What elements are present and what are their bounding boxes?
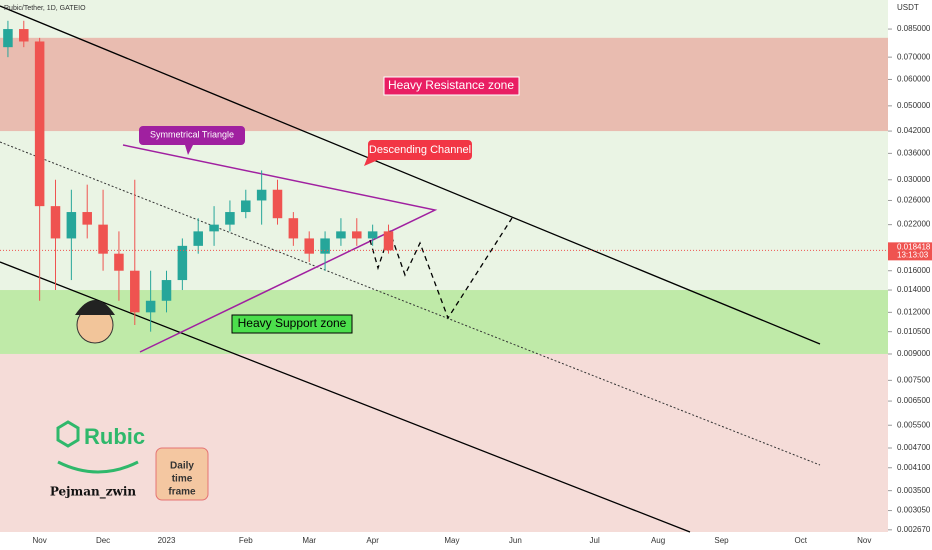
rubic-icon bbox=[56, 420, 80, 448]
candle-body bbox=[288, 218, 299, 239]
candle-body bbox=[50, 206, 61, 239]
candle-body bbox=[256, 189, 267, 201]
projection bbox=[369, 217, 513, 320]
y-tick-label: 0.003050 bbox=[897, 506, 931, 515]
candle-body bbox=[209, 224, 219, 232]
y-tick-label: 0.070000 bbox=[897, 52, 931, 61]
author: Pejman_zwin bbox=[50, 485, 137, 500]
triangle-label: Symmetrical Triangle bbox=[150, 129, 234, 139]
channel-mid bbox=[0, 141, 821, 466]
y-tick-label: 0.014000 bbox=[897, 285, 931, 294]
candle-body bbox=[114, 253, 124, 271]
y-tick-label: 0.007500 bbox=[897, 375, 931, 384]
y-tick-label: 0.060000 bbox=[897, 75, 931, 84]
candle-body bbox=[383, 231, 394, 251]
candle-body bbox=[320, 238, 330, 254]
candle-body bbox=[367, 231, 378, 239]
candle-body bbox=[34, 41, 45, 207]
candle-body bbox=[19, 29, 29, 42]
x-tick-label: Mar bbox=[302, 536, 316, 545]
triangle-callout bbox=[139, 126, 245, 155]
y-tick-label: 0.010500 bbox=[897, 327, 931, 336]
x-tick-label: 2023 bbox=[158, 536, 176, 545]
candle-body bbox=[161, 280, 172, 301]
x-tick-label: Nov bbox=[33, 536, 47, 545]
x-tick-label: May bbox=[444, 536, 459, 545]
candle-body bbox=[352, 231, 362, 239]
channel-label: Descending Channel bbox=[369, 144, 471, 156]
calendar bbox=[155, 447, 209, 501]
y-tick-label: 0.004100 bbox=[897, 463, 931, 472]
channel-top bbox=[0, 5, 821, 345]
x-tick-label: Jun bbox=[509, 536, 522, 545]
y-tick-label: 0.050000 bbox=[897, 101, 931, 110]
channel-bottom bbox=[0, 261, 691, 533]
y-tick-label: 0.012000 bbox=[897, 307, 931, 316]
channel-callout bbox=[364, 140, 472, 166]
candle-body bbox=[82, 212, 92, 225]
x-tick-label: Oct bbox=[795, 536, 808, 545]
logo-curve bbox=[57, 460, 139, 474]
tf-2: time bbox=[172, 474, 193, 485]
candle-body bbox=[177, 245, 188, 281]
x-tick-label: Dec bbox=[96, 536, 110, 545]
y-tick-label: 0.036000 bbox=[897, 148, 931, 157]
x-tick-label: Sep bbox=[714, 536, 729, 545]
candle-body bbox=[272, 189, 283, 219]
tf-1: Daily bbox=[170, 461, 194, 472]
x-tick-label: Jul bbox=[590, 536, 600, 545]
candle-body bbox=[98, 224, 108, 254]
chart-title: Rubic/Tether, 1D, GATEIO bbox=[4, 5, 86, 12]
y-tick-label: 0.003500 bbox=[897, 486, 931, 495]
avatar-hair bbox=[75, 300, 115, 315]
tf-3: frame bbox=[168, 487, 196, 498]
candle-body bbox=[3, 29, 13, 48]
support-zone bbox=[0, 290, 888, 354]
y-axis-label: USDT bbox=[897, 3, 919, 12]
last-price: 0.018418 bbox=[897, 242, 931, 251]
y-tick-label: 0.085000 bbox=[897, 24, 931, 33]
candle-body bbox=[130, 270, 140, 313]
brand: Rubic bbox=[84, 424, 145, 449]
candle-body bbox=[336, 231, 346, 239]
y-axis-area bbox=[888, 0, 932, 550]
x-tick-label: Nov bbox=[857, 536, 871, 545]
last-price-box bbox=[888, 242, 932, 261]
y-tick-label: 0.042000 bbox=[897, 126, 931, 135]
y-tick-label: 0.005500 bbox=[897, 420, 931, 429]
candle-body bbox=[145, 300, 156, 313]
y-tick-label: 0.016000 bbox=[897, 266, 931, 275]
y-tick-label: 0.006500 bbox=[897, 396, 931, 405]
lower-shade bbox=[0, 353, 888, 532]
candle-body bbox=[241, 200, 251, 213]
countdown: 13:13:03 bbox=[897, 250, 929, 259]
x-tick-label: Aug bbox=[651, 536, 665, 545]
resistance-label: Heavy Resistance zone bbox=[388, 78, 514, 92]
y-tick-label: 0.009000 bbox=[897, 349, 931, 358]
x-tick-label: Apr bbox=[366, 536, 379, 545]
y-tick-label: 0.002670 bbox=[897, 525, 931, 534]
y-tick-label: 0.004700 bbox=[897, 443, 931, 452]
resistance-box bbox=[383, 76, 520, 96]
candle-body bbox=[66, 212, 77, 239]
support-label: Heavy Support zone bbox=[238, 316, 347, 330]
triangle bbox=[122, 144, 438, 353]
y-tick-label: 0.022000 bbox=[897, 220, 931, 229]
x-tick-label: Feb bbox=[239, 536, 253, 545]
support-box bbox=[231, 314, 353, 334]
candle-body bbox=[225, 212, 235, 225]
y-tick-label: 0.030000 bbox=[897, 175, 931, 184]
y-tick-label: 0.026000 bbox=[897, 196, 931, 205]
candle-body bbox=[304, 238, 314, 254]
candle-body bbox=[193, 231, 203, 246]
